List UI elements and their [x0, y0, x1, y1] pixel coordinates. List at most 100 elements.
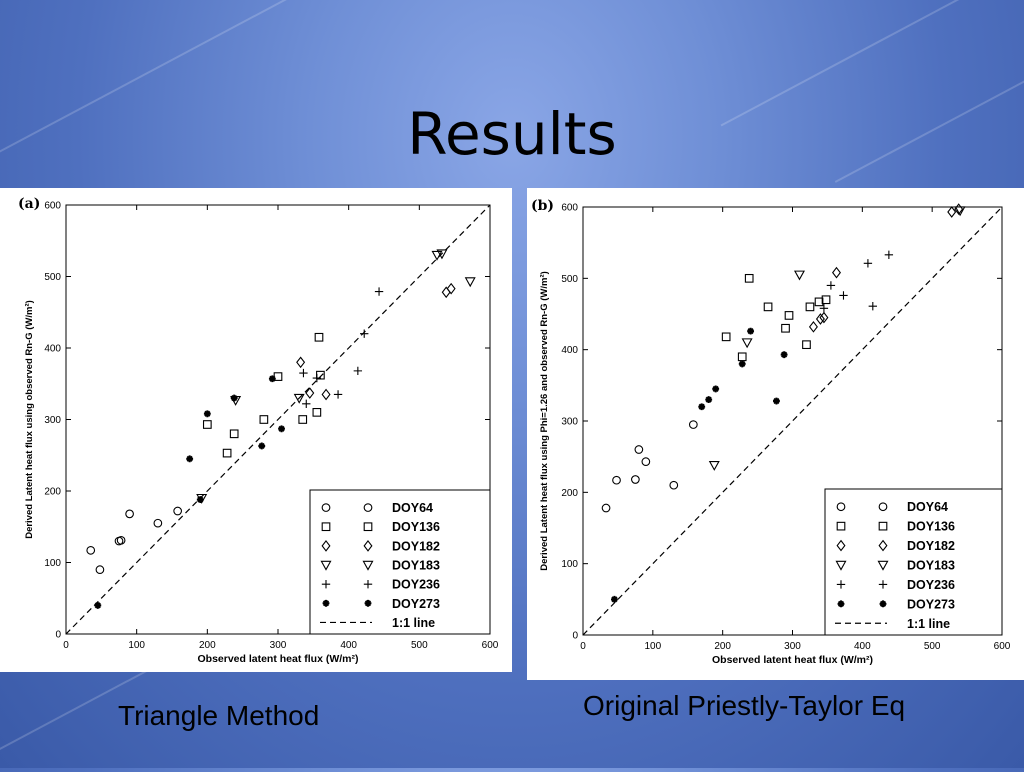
data-point: [839, 291, 848, 300]
data-point: [95, 565, 105, 575]
one-to-one-line: [65, 204, 491, 635]
series-doy64: [86, 506, 183, 575]
caption-triangle-method: Triangle Method: [118, 700, 320, 731]
scatter-chart-b: (b) 0 100 200 300 400 500 600 0 100 200 300 400 500 60…: [531, 198, 1011, 666]
data-point: [360, 329, 369, 338]
data-point: [738, 360, 746, 368]
legend-marker-icon: [363, 503, 373, 512]
series-doy236: [299, 287, 384, 408]
legend-label: DOY182: [907, 539, 955, 553]
x-tick-label: 0: [580, 641, 586, 652]
x-tick-label: 300: [784, 641, 801, 652]
legend-marker-icon: [878, 521, 888, 531]
x-tick-label: 0: [63, 640, 69, 651]
legend-marker-icon: [321, 503, 331, 512]
data-point: [705, 396, 713, 404]
data-point: [333, 390, 343, 399]
y-tick-label: 0: [572, 631, 578, 642]
y-tick-label: 300: [44, 415, 61, 426]
legend-marker-icon: [364, 599, 372, 607]
data-point: [863, 259, 873, 268]
y-tick-label: 200: [561, 488, 578, 499]
data-point: [954, 206, 966, 217]
caption-priestly-taylor: Original Priestly-Taylor Eq: [583, 690, 906, 721]
legend-marker-icon: [322, 599, 330, 607]
legend-label: DOY236: [907, 578, 955, 592]
x-tick-label: 600: [994, 641, 1011, 652]
data-point: [773, 397, 780, 405]
legend-marker-icon: [363, 522, 373, 532]
legend-marker-icon: [837, 600, 845, 608]
data-point: [634, 445, 644, 454]
x-tick-label: 100: [128, 640, 145, 651]
data-point: [744, 273, 754, 283]
y-tick-label: 600: [561, 203, 578, 214]
data-point: [819, 311, 829, 324]
data-point: [601, 503, 611, 513]
legend-marker-icon: [836, 521, 846, 531]
data-point: [302, 399, 311, 408]
legend-label: DOY273: [392, 597, 440, 611]
series-doy136: [202, 332, 325, 458]
series-doy64: [601, 420, 698, 513]
x-axis-label: Observed latent heat flux (W/m²): [197, 653, 358, 665]
data-point: [669, 480, 679, 490]
series-doy182: [808, 203, 964, 333]
data-point: [116, 535, 126, 545]
y-tick-label: 100: [561, 559, 578, 570]
legend-marker-icon: [878, 502, 888, 512]
panel-label: (a): [18, 196, 40, 212]
data-point: [296, 356, 306, 369]
legend-marker-icon: [363, 540, 373, 552]
series-doy182: [296, 282, 456, 401]
legend-marker-icon: [835, 560, 847, 571]
legend-label: DOY236: [392, 578, 440, 592]
data-point: [641, 457, 651, 467]
data-point: [611, 595, 618, 603]
legend-label: 1:1 line: [907, 617, 950, 631]
data-point: [94, 601, 102, 609]
data-point: [298, 415, 308, 424]
data-point: [868, 301, 877, 311]
series-doy273: [611, 327, 788, 603]
series-doy183: [196, 249, 476, 504]
data-point: [808, 320, 818, 333]
data-point: [793, 270, 805, 281]
x-tick-label: 400: [340, 640, 357, 651]
legend-box: [824, 488, 1003, 636]
legend-label: DOY183: [392, 559, 440, 573]
chart-panel-b: (b) 0 100 200 300 400 500 600 0 100 200 300 400 500 60…: [527, 188, 1024, 680]
series-doy273: [94, 375, 285, 609]
x-axis-label: Observed latent heat flux (W/m²): [712, 654, 873, 666]
data-point: [222, 448, 232, 458]
data-point: [196, 496, 204, 503]
x-tick-label: 200: [199, 640, 216, 651]
scatter-chart-a: (a) 0 100 200 300 400 500 600 0 100 200 300 400 500 60…: [18, 196, 499, 665]
legend-label: DOY136: [907, 520, 955, 534]
data-point: [826, 281, 836, 290]
y-tick-label: 300: [561, 417, 578, 428]
data-point: [884, 250, 894, 259]
y-tick-label: 400: [561, 345, 578, 356]
data-point: [312, 408, 322, 417]
data-point: [173, 506, 183, 516]
data-point: [230, 394, 238, 402]
data-point: [737, 352, 747, 362]
data-point: [780, 351, 788, 359]
legend-box: [309, 489, 491, 635]
legend-marker-icon: [320, 560, 332, 571]
data-point: [832, 266, 841, 279]
legend-label: DOY64: [392, 501, 433, 515]
legend-marker-icon: [363, 579, 373, 589]
legend-marker-icon: [321, 579, 331, 589]
data-point: [431, 250, 443, 261]
data-point: [721, 332, 731, 342]
legend-label: DOY136: [392, 520, 440, 534]
data-point: [464, 277, 476, 288]
legend-label: 1:1 line: [392, 616, 435, 630]
data-point: [268, 375, 276, 383]
data-point: [436, 249, 448, 260]
y-axis-label: Derived Latent heat flux using observed …: [24, 300, 35, 539]
data-point: [86, 545, 96, 555]
data-point: [314, 332, 324, 342]
